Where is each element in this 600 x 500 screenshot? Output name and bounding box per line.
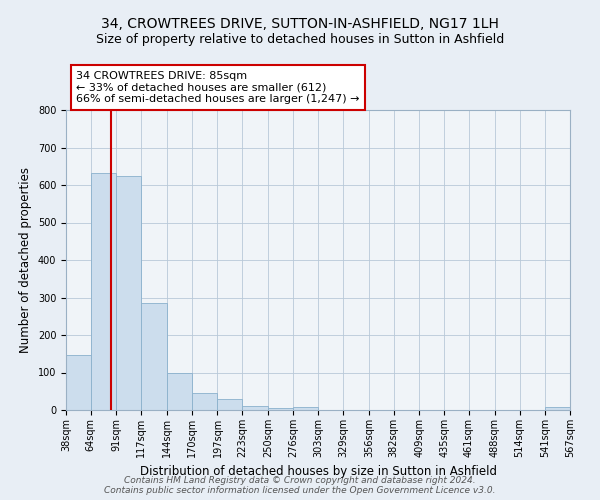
Bar (91, 173, 116, 410)
Bar (141, 303, 167, 410)
Bar (192, 393, 217, 410)
Bar (268, 408, 293, 410)
Bar (545, 408, 570, 410)
X-axis label: Distribution of detached houses by size in Sutton in Ashfield: Distribution of detached houses by size … (139, 466, 497, 478)
Bar (116, 176, 141, 410)
Bar (293, 407, 319, 410)
Text: Size of property relative to detached houses in Sutton in Ashfield: Size of property relative to detached ho… (96, 32, 504, 46)
Text: Contains HM Land Registry data © Crown copyright and database right 2024.
Contai: Contains HM Land Registry data © Crown c… (104, 476, 496, 495)
Bar (217, 399, 242, 410)
Bar (242, 406, 268, 410)
Text: 34 CROWTREES DRIVE: 85sqm
← 33% of detached houses are smaller (612)
66% of semi: 34 CROWTREES DRIVE: 85sqm ← 33% of detac… (76, 71, 359, 104)
Text: 34, CROWTREES DRIVE, SUTTON-IN-ASHFIELD, NG17 1LH: 34, CROWTREES DRIVE, SUTTON-IN-ASHFIELD,… (101, 18, 499, 32)
Bar (167, 372, 192, 410)
Bar (66, 354, 91, 410)
Y-axis label: Number of detached properties: Number of detached properties (19, 167, 32, 353)
